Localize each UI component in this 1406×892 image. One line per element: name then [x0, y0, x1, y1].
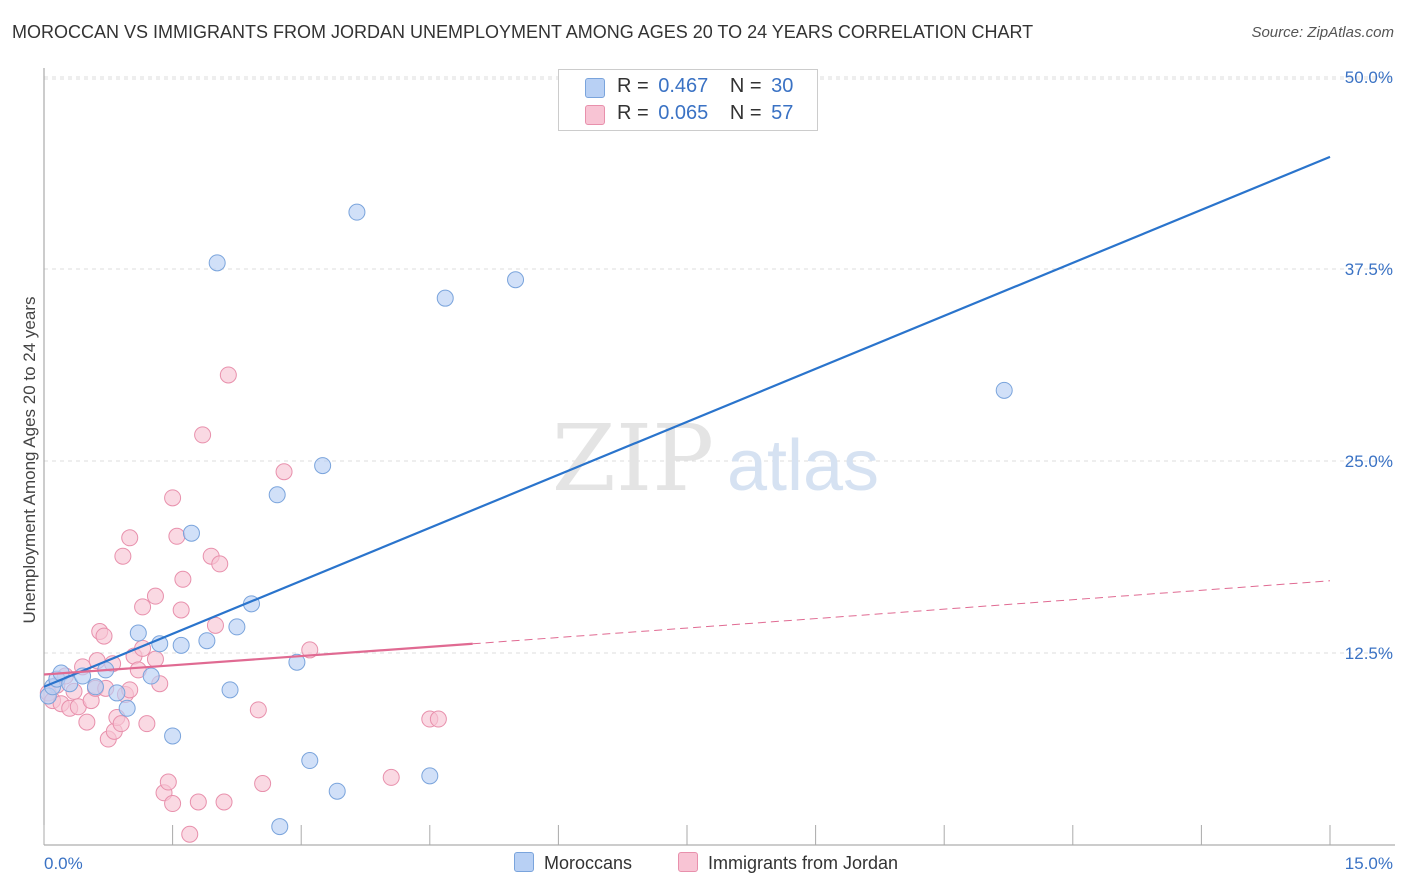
legend-n-label: N = [729, 75, 762, 97]
point-moroccans [228, 618, 246, 636]
trend-line-jordan [43, 642, 473, 676]
bottom-legend-moroccans: Moroccans [514, 852, 632, 874]
bottom-legend-label-jordan: Immigrants from Jordan [708, 853, 899, 873]
y-tick-label: 12.5% [1345, 644, 1393, 663]
point-immigrants-from-jordan [146, 650, 164, 668]
series-moroccans-points [39, 203, 1013, 836]
point-immigrants-from-jordan [78, 713, 96, 731]
watermark-atlas: atlas [727, 426, 879, 506]
point-immigrants-from-jordan [189, 793, 207, 811]
chart-title: MOROCCAN VS IMMIGRANTS FROM JORDAN UNEMP… [12, 22, 1034, 42]
bottom-legend-swatch-blue [514, 852, 534, 872]
point-moroccans [268, 486, 286, 504]
stats-legend: R = 0.467 N = 30 R = 0.065 N = 57 [558, 69, 818, 131]
point-immigrants-from-jordan [219, 366, 237, 384]
legend-r-value: 0.467 [658, 75, 709, 97]
legend-n-label: N = [729, 102, 762, 124]
point-moroccans [507, 271, 525, 289]
bottom-legend-swatch-pink [678, 852, 698, 872]
point-immigrants-from-jordan [206, 616, 224, 634]
watermark: ZIP atlas [552, 405, 879, 512]
point-moroccans [328, 782, 346, 800]
point-immigrants-from-jordan [301, 641, 319, 659]
point-moroccans [142, 667, 160, 685]
point-moroccans [198, 632, 216, 650]
point-moroccans [164, 727, 182, 745]
point-immigrants-from-jordan [114, 547, 132, 565]
point-immigrants-from-jordan [159, 773, 177, 791]
trend-line-jordan-extension [472, 580, 1331, 645]
y-axis-label: Unemployment Among Ages 20 to 24 years [20, 296, 39, 624]
y-tick-label: 50.0% [1345, 68, 1393, 87]
point-moroccans [288, 653, 306, 671]
point-immigrants-from-jordan [194, 426, 212, 444]
point-immigrants-from-jordan [112, 715, 130, 733]
y-tick-label: 37.5% [1345, 260, 1393, 279]
x-tick-label-max: 15.0% [1345, 854, 1393, 873]
point-immigrants-from-jordan [174, 570, 192, 588]
grid-layer [44, 76, 1395, 654]
point-immigrants-from-jordan [134, 598, 152, 616]
legend-swatch-pink [585, 105, 605, 125]
bottom-legend-label-moroccans: Moroccans [544, 853, 633, 873]
point-moroccans [271, 818, 289, 836]
point-moroccans [348, 203, 366, 221]
point-moroccans [421, 767, 439, 785]
axis-layer [43, 68, 1395, 846]
legend-r-label: R = [617, 102, 649, 124]
legend-swatch-blue [585, 78, 605, 98]
point-moroccans [221, 681, 239, 699]
point-moroccans [182, 524, 200, 542]
point-moroccans [995, 381, 1013, 399]
legend-n-value: 30 [771, 75, 794, 97]
point-immigrants-from-jordan [168, 527, 186, 545]
point-moroccans [86, 678, 104, 696]
y-tick-label: 25.0% [1345, 452, 1393, 471]
point-immigrants-from-jordan [249, 701, 267, 719]
point-immigrants-from-jordan [181, 825, 199, 843]
point-immigrants-from-jordan [429, 710, 447, 728]
point-immigrants-from-jordan [211, 555, 229, 573]
point-immigrants-from-jordan [172, 601, 190, 619]
point-immigrants-from-jordan [138, 715, 156, 733]
x-tick-label-min: 0.0% [44, 854, 83, 873]
tick-label-layer: 12.5% 25.0% 37.5% 50.0% 0.0% 15.0% [44, 68, 1393, 873]
point-moroccans [314, 457, 332, 475]
point-moroccans [301, 752, 319, 770]
chart-source: Source: ZipAtlas.com [1251, 24, 1394, 41]
point-immigrants-from-jordan [164, 795, 182, 813]
point-moroccans [436, 289, 454, 307]
legend-n-value: 57 [771, 102, 794, 124]
point-immigrants-from-jordan [215, 793, 233, 811]
point-immigrants-from-jordan [275, 463, 293, 481]
point-immigrants-from-jordan [146, 587, 164, 605]
point-moroccans [172, 636, 190, 654]
point-moroccans [108, 684, 126, 702]
point-moroccans [118, 699, 136, 717]
point-moroccans [208, 254, 226, 272]
point-immigrants-from-jordan [95, 627, 113, 645]
legend-r-label: R = [617, 75, 649, 97]
point-moroccans [129, 624, 147, 642]
bottom-legend-jordan: Immigrants from Jordan [678, 852, 898, 874]
point-immigrants-from-jordan [121, 529, 139, 547]
point-immigrants-from-jordan [382, 768, 400, 786]
point-immigrants-from-jordan [164, 489, 182, 507]
trend-line-moroccans [43, 155, 1331, 688]
point-immigrants-from-jordan [254, 775, 272, 793]
legend-r-value: 0.065 [658, 102, 709, 124]
trend-layer [43, 155, 1331, 688]
